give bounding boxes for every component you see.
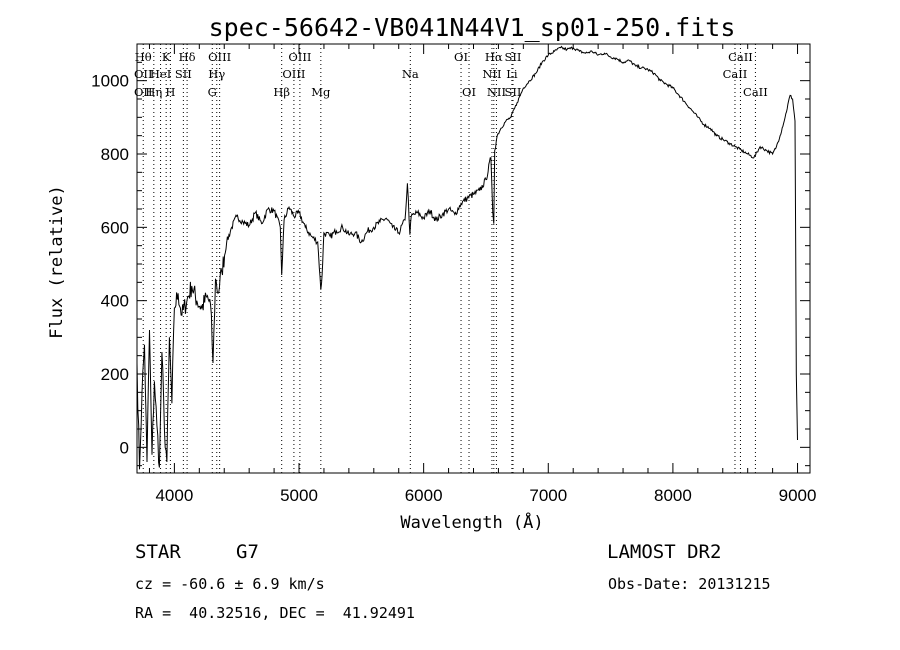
spectral-line-label: Na (402, 67, 419, 81)
spectral-line-label: NII (487, 85, 506, 99)
spectral-line-label: OII (134, 85, 153, 99)
spectral-line-label: OIII (208, 50, 231, 64)
x-tick-label: 9000 (779, 486, 817, 505)
spectral-subclass: G7 (236, 541, 259, 563)
y-tick-label: 200 (101, 365, 129, 384)
chart-title: spec-56642-VB041N44V1_sp01-250.fits (209, 13, 736, 42)
survey-name: LAMOST DR2 (607, 541, 722, 563)
x-axis-label: Wavelength (Å) (400, 511, 543, 533)
spectral-line-label: OI (454, 50, 468, 64)
spectral-line-label: OI (462, 85, 476, 99)
y-tick-label: 800 (101, 145, 129, 164)
spectral-line-label: CaII (743, 85, 768, 99)
x-tick-label: 4000 (155, 486, 193, 505)
y-axis-label: Flux (relative) (47, 185, 67, 339)
plot-frame (136, 43, 811, 474)
spectral-line-label: Hβ (273, 85, 290, 99)
y-tick-label: 600 (101, 218, 129, 237)
spectral-line-label: SII (175, 67, 192, 81)
spectral-line-label: OII (134, 67, 153, 81)
spectral-line-label: Hθ (135, 50, 152, 64)
spectral-line-label: K (162, 50, 171, 64)
axis-ticks: 4000 5000 6000 7000 8000 9000 0 200 400 600 800 100… (91, 44, 816, 505)
spectral-line-label: HeI (150, 67, 171, 81)
spectral-line-label: SII (505, 50, 522, 64)
spectral-line-label: NII (482, 67, 501, 81)
spectral-line-label: OIII (288, 50, 311, 64)
y-tick-label: 400 (101, 292, 129, 311)
x-tick-label: 8000 (654, 486, 692, 505)
spectral-line-label: G (208, 85, 217, 99)
y-tick-label: 1000 (91, 72, 129, 91)
spectral-line-markers: HθOIIOIIHηHeIKHSIIHδGHγOIIIHβOIIIOIIIMgN… (134, 44, 768, 473)
spectral-line-label: Hδ (179, 50, 196, 64)
spectral-line-label: Hη (145, 85, 162, 99)
spectral-line-label: H (165, 85, 175, 99)
spectral-line-label: CaII (728, 50, 753, 64)
spectral-line-label: CaII (723, 67, 748, 81)
spectral-line-label: Hα (485, 50, 503, 64)
spectrum-line (136, 45, 798, 470)
x-tick-label: 5000 (280, 486, 318, 505)
y-tick-label: 0 (120, 438, 129, 457)
x-tick-label: 6000 (405, 486, 443, 505)
redshift-velocity: cz = -60.6 ± 6.9 km/s (135, 575, 325, 593)
sky-coordinates: RA = 40.32516, DEC = 41.92491 (135, 604, 415, 622)
spectral-line-label: Hγ (208, 67, 225, 81)
x-tick-label: 7000 (529, 486, 567, 505)
spectral-line-label: SII (505, 85, 522, 99)
spectral-line-label: Mg (311, 85, 331, 99)
spectral-line-label: OIII (282, 67, 305, 81)
object-class: STAR (135, 541, 181, 563)
observation-date: Obs-Date: 20131215 (608, 575, 771, 593)
spectral-line-label: Li (506, 67, 518, 81)
